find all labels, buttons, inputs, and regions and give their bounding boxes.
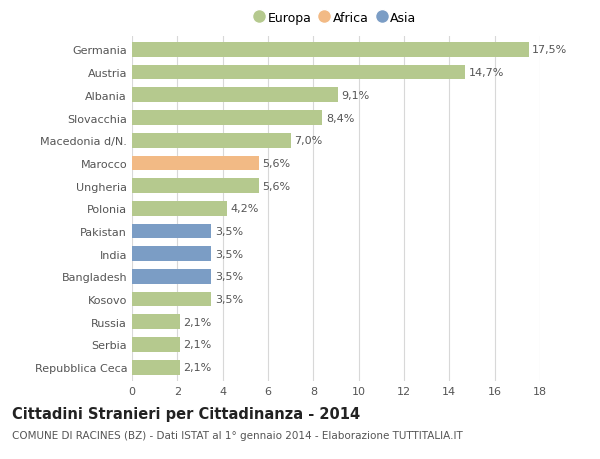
Text: 3,5%: 3,5% [215, 294, 243, 304]
Text: COMUNE DI RACINES (BZ) - Dati ISTAT al 1° gennaio 2014 - Elaborazione TUTTITALIA: COMUNE DI RACINES (BZ) - Dati ISTAT al 1… [12, 431, 463, 441]
Bar [132, 292, 211, 307]
Bar [132, 360, 179, 375]
Bar [132, 43, 529, 58]
Text: 2,1%: 2,1% [183, 340, 211, 350]
Bar [132, 66, 465, 80]
Text: 2,1%: 2,1% [183, 363, 211, 372]
Bar [132, 134, 290, 148]
Text: 17,5%: 17,5% [532, 45, 568, 55]
Text: 3,5%: 3,5% [215, 249, 243, 259]
Text: 4,2%: 4,2% [230, 204, 259, 214]
Text: 9,1%: 9,1% [341, 90, 370, 101]
Text: 14,7%: 14,7% [469, 68, 504, 78]
Bar [132, 337, 179, 352]
Text: 3,5%: 3,5% [215, 272, 243, 282]
Text: 8,4%: 8,4% [326, 113, 354, 123]
Legend: Europa, Africa, Asia: Europa, Africa, Asia [253, 9, 419, 29]
Text: 5,6%: 5,6% [262, 181, 290, 191]
Text: 7,0%: 7,0% [294, 136, 322, 146]
Bar [132, 179, 259, 194]
Text: Cittadini Stranieri per Cittadinanza - 2014: Cittadini Stranieri per Cittadinanza - 2… [12, 406, 360, 421]
Bar [132, 269, 211, 284]
Text: 3,5%: 3,5% [215, 226, 243, 236]
Bar [132, 247, 211, 262]
Bar [132, 202, 227, 216]
Text: 5,6%: 5,6% [262, 158, 290, 168]
Bar [132, 315, 179, 330]
Bar [132, 111, 322, 126]
Text: 2,1%: 2,1% [183, 317, 211, 327]
Bar [132, 156, 259, 171]
Bar [132, 88, 338, 103]
Bar [132, 224, 211, 239]
